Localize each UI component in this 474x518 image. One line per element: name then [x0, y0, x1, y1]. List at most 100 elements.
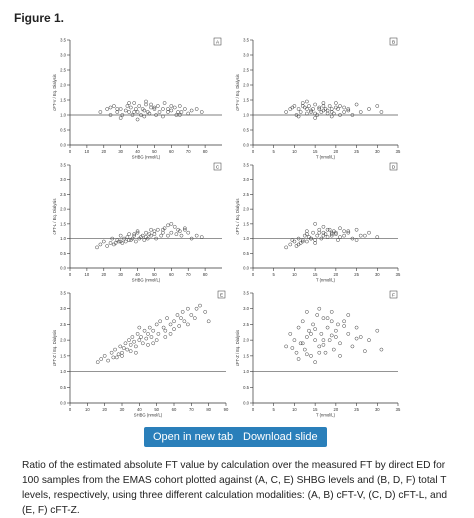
data-point [305, 107, 309, 111]
data-point [321, 104, 326, 108]
download-slide-button[interactable]: Download slide [234, 427, 327, 447]
data-point [98, 242, 103, 247]
data-point [172, 224, 177, 229]
data-point [118, 116, 123, 120]
data-point [162, 101, 167, 105]
data-point [118, 239, 123, 244]
data-point [152, 107, 157, 111]
data-point [109, 350, 114, 355]
data-point [290, 346, 295, 350]
data-point [346, 332, 351, 336]
data-point [325, 235, 330, 239]
data-point [98, 110, 103, 114]
y-tick-label: 0.0 [243, 401, 249, 406]
data-point [329, 114, 334, 119]
data-point [134, 344, 138, 349]
y-axis-label: cFT-Z / Eq. Dialysis [52, 330, 57, 366]
data-point [169, 104, 174, 108]
data-point [334, 101, 338, 105]
open-in-new-tab-button[interactable]: Open in new tab [144, 427, 243, 447]
data-point [147, 111, 152, 116]
data-point [298, 341, 303, 346]
data-point [128, 343, 133, 347]
y-tick-label: 3.5 [243, 163, 249, 168]
panel-label: E [220, 292, 223, 297]
data-point [149, 233, 153, 238]
data-point [354, 102, 359, 107]
x-tick-label: 20 [102, 407, 107, 412]
x-tick-label: 0 [252, 407, 255, 412]
x-tick-label: 80 [203, 272, 208, 277]
x-tick-label: 60 [172, 407, 177, 412]
data-point [329, 319, 334, 324]
data-point [130, 113, 135, 117]
data-point [144, 235, 148, 239]
data-point [292, 338, 297, 342]
data-point [142, 108, 147, 113]
data-point [313, 102, 317, 107]
data-point [118, 233, 123, 238]
data-point [296, 325, 301, 330]
data-point [121, 346, 126, 350]
x-tick-label: 50 [152, 272, 157, 277]
data-point [329, 310, 334, 314]
y-tick-label: 2.5 [243, 192, 249, 197]
x-tick-label: 70 [186, 149, 191, 154]
data-point [317, 227, 322, 232]
data-point [305, 239, 309, 244]
data-point [163, 328, 168, 333]
data-point [367, 338, 371, 342]
data-point [161, 227, 165, 232]
data-point [296, 107, 301, 111]
data-point [375, 235, 380, 239]
x-tick-label: 20 [101, 272, 106, 277]
data-point [300, 341, 305, 346]
data-point [294, 350, 299, 355]
y-axis-label: cFT-V / Eq. Dialysis [52, 74, 57, 111]
data-point [106, 358, 110, 363]
data-point [189, 108, 194, 113]
data-point [118, 344, 123, 349]
data-point [367, 230, 371, 235]
data-point [125, 104, 130, 108]
data-point [168, 332, 173, 336]
y-tick-label: 3.5 [60, 291, 66, 296]
data-point [115, 107, 120, 111]
x-tick-label: 80 [206, 407, 211, 412]
data-point [158, 319, 162, 324]
data-point [149, 335, 154, 339]
data-point [309, 110, 313, 114]
y-tick-label: 2.0 [60, 207, 66, 212]
data-point [338, 235, 342, 239]
x-axis-label: T (nmol/L) [316, 413, 336, 418]
data-point [354, 336, 359, 341]
data-point [132, 232, 137, 237]
data-point [169, 230, 174, 235]
data-point [128, 349, 133, 353]
data-point [307, 104, 311, 108]
x-tick-label: 10 [85, 407, 90, 412]
data-point [338, 341, 342, 346]
y-tick-label: 3.0 [60, 177, 66, 182]
data-point [176, 110, 180, 114]
data-point [321, 224, 326, 229]
x-tick-label: 0 [69, 272, 72, 277]
data-point [375, 328, 380, 333]
data-point [311, 230, 315, 235]
data-point [336, 322, 340, 327]
x-tick-label: 5 [273, 272, 276, 277]
data-point [305, 232, 309, 237]
x-axis-label: T (nmol/L) [316, 278, 336, 283]
data-point [327, 338, 332, 342]
x-tick-label: 50 [152, 149, 157, 154]
panel-label-box [213, 37, 222, 46]
data-point [313, 116, 317, 120]
data-point [101, 239, 106, 244]
y-tick-label: 1.0 [60, 113, 66, 118]
data-point [132, 339, 136, 344]
data-point [199, 110, 204, 114]
data-point [290, 105, 295, 110]
panel-label: F [392, 292, 395, 297]
y-tick-label: 2.5 [243, 322, 249, 327]
data-point [179, 233, 184, 238]
